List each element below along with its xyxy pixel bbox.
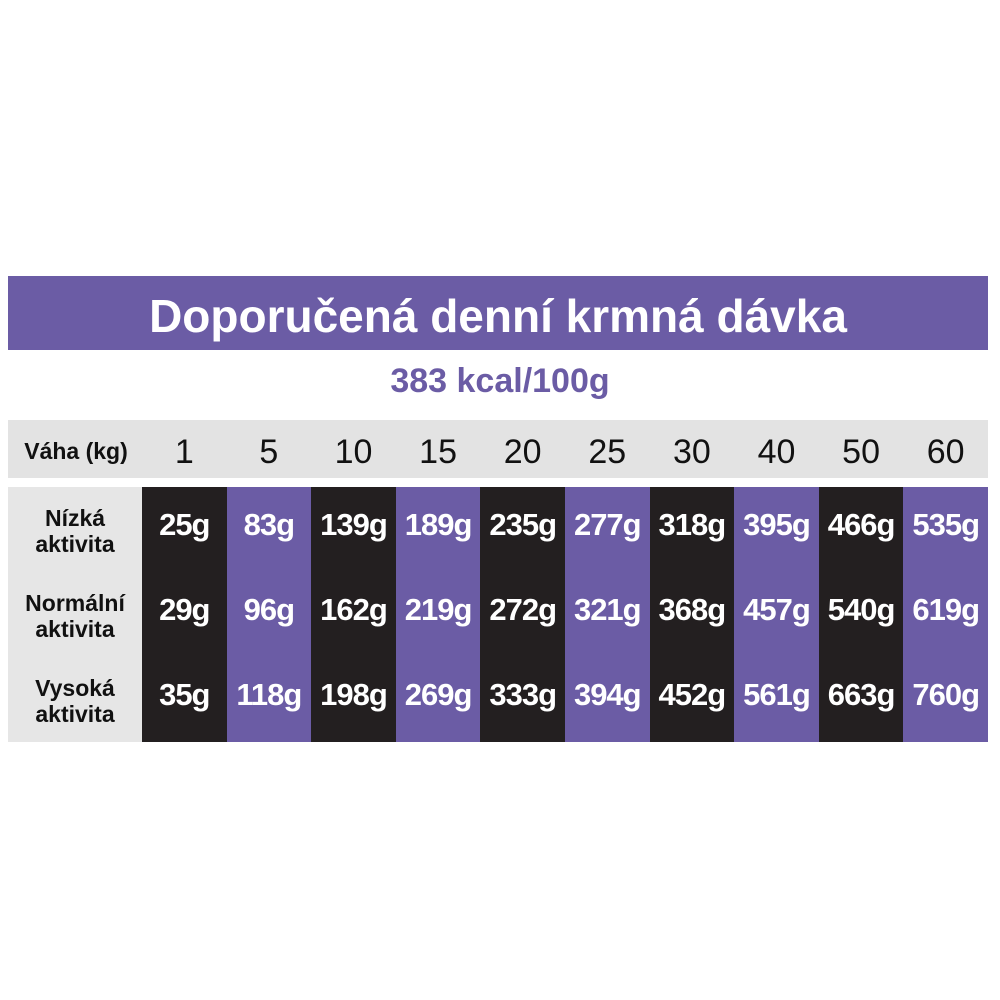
column-bg: [734, 487, 820, 742]
weight: 5: [259, 433, 279, 471]
cell: 235g: [489, 507, 557, 542]
title: Doporučená denní krmná dávka: [149, 290, 847, 342]
title-band: [8, 276, 988, 350]
row-label: Normální aktivita: [25, 590, 125, 642]
cell: 96g: [243, 592, 295, 627]
cell: 760g: [912, 677, 980, 712]
column-bg: [142, 487, 228, 742]
column-bg: [226, 487, 312, 742]
column-bg: [818, 487, 904, 742]
cell: 321g: [573, 592, 642, 627]
weight: 30: [672, 433, 711, 471]
cell: 368g: [658, 592, 727, 627]
cell: 198g: [320, 677, 388, 712]
cell: 457g: [743, 592, 811, 627]
row-label: Vysoká aktivita: [35, 675, 115, 727]
weight: 15: [419, 433, 457, 471]
column-bg: [903, 487, 989, 742]
column-bg: [395, 487, 481, 742]
weight: 60: [926, 433, 965, 471]
column-bg: [565, 487, 651, 742]
weight-label: Váha (kg): [24, 438, 128, 464]
weight: 1: [174, 433, 194, 471]
cell: 561g: [743, 677, 811, 712]
cell: 466g: [827, 507, 896, 542]
column-bg: [480, 487, 566, 742]
cell: 452g: [658, 677, 727, 712]
weight: 40: [757, 433, 796, 471]
weight: 25: [588, 433, 627, 471]
cell: 663g: [827, 677, 896, 712]
cell: 162g: [320, 592, 388, 627]
header-row: [8, 420, 988, 478]
subtitle: 383 kcal/100g: [390, 362, 610, 400]
cell: 219g: [404, 592, 473, 627]
cell: 139g: [320, 507, 388, 542]
cell: 394g: [573, 677, 642, 712]
cell: 29g: [159, 592, 210, 627]
weight: 20: [503, 433, 542, 471]
row-label: Nízká aktivita: [35, 505, 115, 557]
cell: 118g: [236, 677, 302, 712]
cell: 272g: [489, 592, 557, 627]
cell: 25g: [159, 507, 210, 542]
column-bg: [649, 487, 735, 742]
cell: 535g: [912, 507, 980, 542]
column-bg: [311, 487, 397, 742]
cell: 318g: [658, 507, 727, 542]
cell: 269g: [404, 677, 473, 712]
cell: 333g: [489, 677, 557, 712]
cell: 619g: [912, 592, 980, 627]
weight: 10: [334, 433, 373, 471]
cell: 35g: [159, 677, 210, 712]
cell: 540g: [827, 592, 896, 627]
cell: 83g: [243, 507, 295, 542]
cell: 395g: [743, 507, 811, 542]
cell: 277g: [573, 507, 642, 542]
weight: 50: [842, 433, 880, 471]
cell: 189g: [404, 507, 473, 542]
label-column: [8, 487, 142, 742]
